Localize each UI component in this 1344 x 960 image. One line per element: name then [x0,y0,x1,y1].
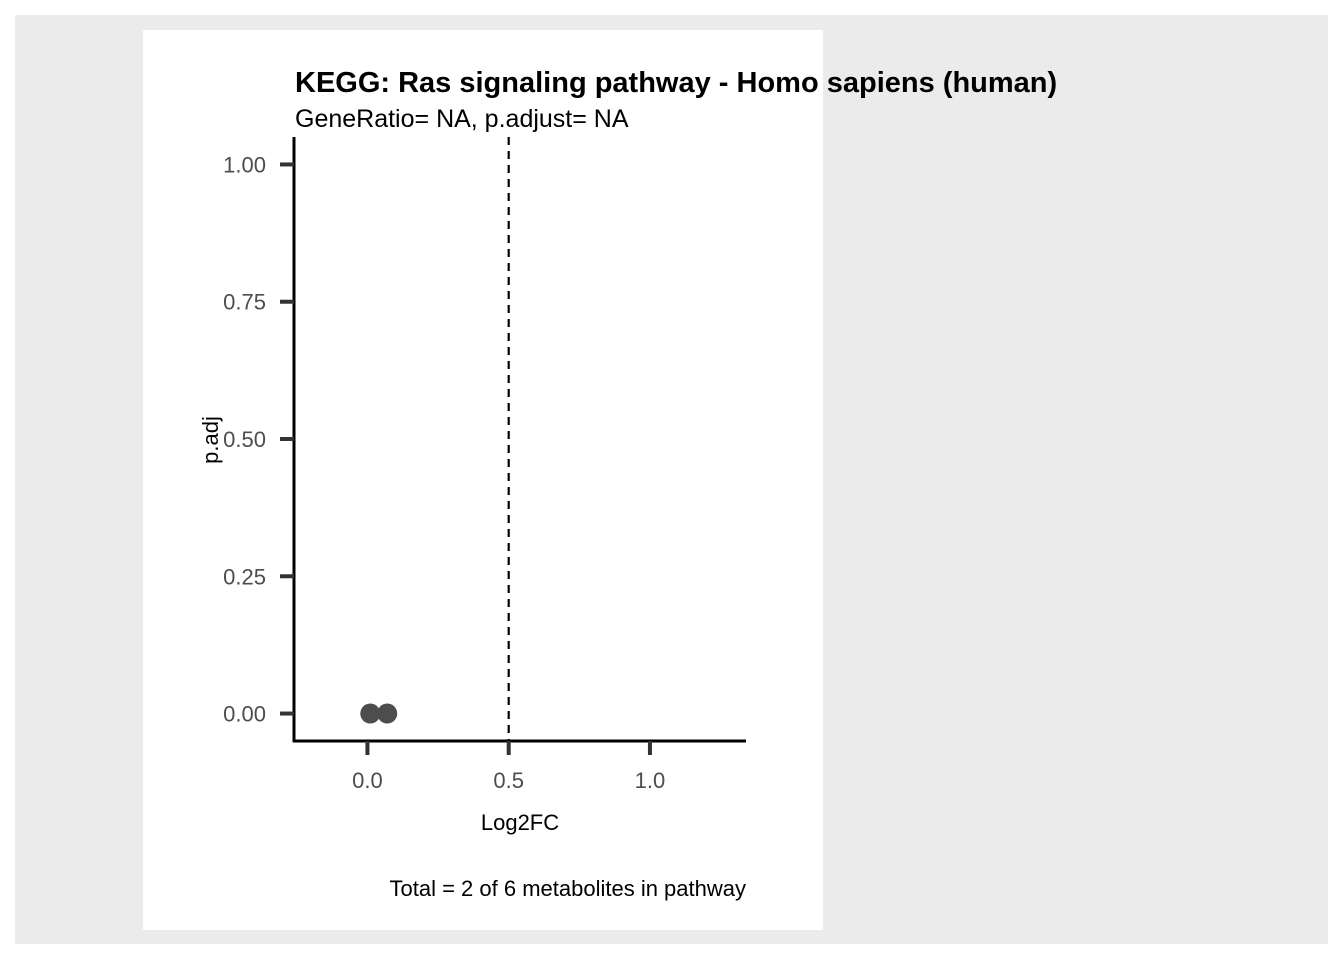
x-tick-label: 0.5 [493,768,524,793]
y-tick-label: 0.75 [223,290,266,315]
chart-title: KEGG: Ras signaling pathway - Homo sapie… [295,67,1057,99]
x-tick-label: 1.0 [635,768,666,793]
x-tick-label: 0.0 [352,768,383,793]
chart-caption: Total = 2 of 6 metabolites in pathway [390,876,747,901]
x-axis-title: Log2FC [481,810,559,835]
y-tick-label: 0.25 [223,564,266,589]
y-axis-title: p.adj [198,416,223,464]
y-tick-label: 0.00 [223,702,266,727]
data-point [377,703,398,724]
plot-panel [143,30,823,930]
chart-subtitle: GeneRatio= NA, p.adjust= NA [295,105,629,133]
data-point [360,703,381,724]
y-tick-label: 0.50 [223,427,266,452]
chart-marks: 0.00 0.25 0.50 0.75 1.00 0.0 0.5 1.0 [223,137,746,793]
y-tick-label: 1.00 [223,152,266,177]
